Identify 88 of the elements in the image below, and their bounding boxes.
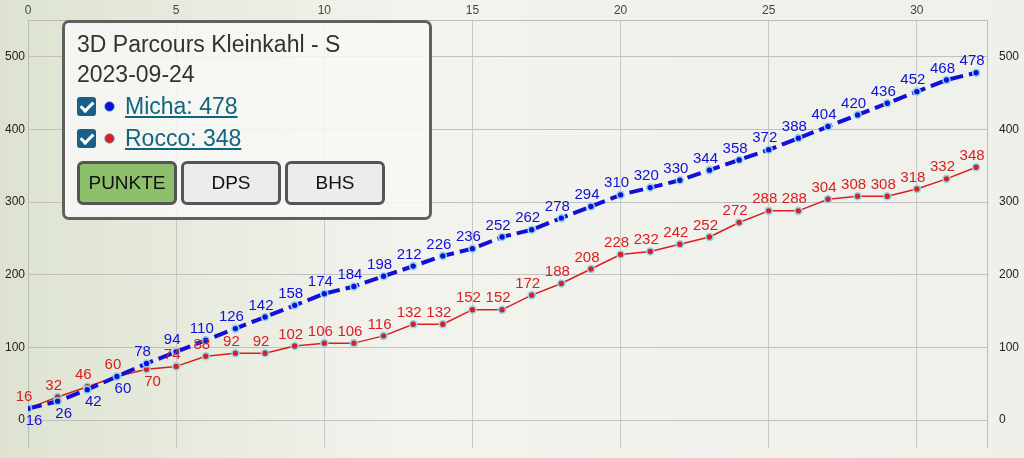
data-label: 26: [55, 403, 72, 421]
data-label: 242: [663, 222, 689, 240]
data-label: 226: [426, 234, 452, 252]
toggle-button: BHS: [285, 161, 385, 205]
x-tick-label: 5: [172, 2, 180, 17]
data-label: 252: [692, 215, 718, 233]
x-tick-label: 20: [613, 2, 628, 17]
data-label: 310: [604, 173, 630, 191]
data-label: 32: [45, 375, 62, 393]
legend-panel: 3D Parcours Kleinkahl - S 2023-09-24 Micha: 478 Rocco: 348 PUNKTE DPS BHS: [62, 20, 432, 220]
data-label: 404: [811, 105, 837, 123]
data-label: 308: [870, 174, 896, 192]
data-label: 184: [337, 265, 363, 283]
data-label: 132: [396, 302, 422, 320]
data-label: 436: [870, 81, 896, 99]
y-tick-label: 200: [4, 267, 26, 282]
data-label: 288: [781, 189, 807, 207]
data-label: 152: [485, 288, 511, 306]
y-tick-label: 0: [18, 412, 26, 427]
data-label: 320: [633, 166, 659, 184]
data-label: 388: [781, 116, 807, 134]
data-label: 308: [841, 174, 867, 192]
data-label: 92: [223, 331, 240, 349]
data-label: 132: [426, 302, 452, 320]
y2-tick-label: 100: [998, 339, 1020, 354]
data-label: 94: [163, 330, 181, 348]
data-label: 228: [604, 233, 630, 251]
data-label: 92: [252, 331, 270, 349]
data-label: 478: [959, 51, 985, 69]
data-label: 278: [544, 196, 570, 214]
y-tick-label: 500: [4, 49, 26, 64]
data-label: 252: [485, 215, 511, 233]
data-label: 358: [722, 138, 748, 156]
data-label: 208: [574, 247, 600, 265]
data-label: 348: [959, 145, 985, 163]
y2-tick-label: 200: [998, 267, 1020, 282]
data-label: 330: [663, 158, 689, 176]
data-label: 60: [114, 379, 132, 397]
toggle-button: PUNKTE: [77, 161, 177, 205]
data-label: 232: [633, 230, 659, 248]
y2-tick-label: 0: [998, 412, 1006, 427]
x-tick-label: 30: [910, 2, 924, 17]
toggle-button: DPS: [181, 161, 281, 205]
legend-label: Rocco: 348: [125, 124, 242, 152]
data-label: 262: [515, 208, 541, 226]
y-tick-label: 400: [4, 121, 26, 136]
data-label: 110: [189, 318, 214, 336]
data-label: 468: [929, 58, 956, 76]
data-label: 318: [900, 167, 926, 185]
legend-label: Micha: 478: [125, 92, 238, 120]
data-label: 288: [752, 189, 778, 207]
data-label: 16: [25, 411, 43, 429]
data-label: 304: [811, 177, 837, 195]
data-label: 294: [574, 185, 600, 203]
data-label: 372: [752, 128, 778, 146]
y2-tick-label: 300: [998, 194, 1020, 209]
data-label: 60: [104, 355, 122, 373]
x-tick-label: 25: [762, 2, 776, 17]
data-label: 42: [84, 392, 102, 410]
data-label: 46: [74, 365, 92, 383]
y2-tick-label: 500: [998, 49, 1020, 64]
data-label: 16: [15, 387, 33, 405]
data-label: 106: [307, 321, 333, 339]
data-label: 174: [307, 272, 333, 290]
data-label: 158: [278, 283, 304, 301]
data-label: 78: [134, 342, 151, 360]
data-label: 70: [144, 371, 161, 389]
data-label: 188: [544, 262, 570, 280]
y2-tick-label: 400: [998, 121, 1020, 136]
data-label: 116: [367, 314, 392, 332]
x-tick-label: 10: [317, 2, 332, 17]
data-label: 272: [722, 201, 748, 219]
data-label: 420: [841, 93, 867, 111]
data-label: 106: [337, 321, 363, 339]
y-tick-label: 300: [4, 194, 26, 209]
data-label: 236: [455, 227, 481, 245]
data-label: 142: [248, 295, 274, 313]
data-label: 102: [278, 324, 304, 342]
data-label: 344: [692, 148, 718, 166]
data-label: 172: [515, 273, 541, 291]
data-label: 152: [455, 288, 481, 306]
data-label: 452: [900, 70, 926, 88]
x-tick-label: 15: [465, 2, 480, 17]
data-label: 126: [218, 307, 244, 325]
data-label: 212: [396, 244, 422, 262]
data-label: 198: [367, 254, 393, 272]
y-tick-label: 100: [4, 339, 26, 354]
data-label: 332: [929, 157, 956, 175]
